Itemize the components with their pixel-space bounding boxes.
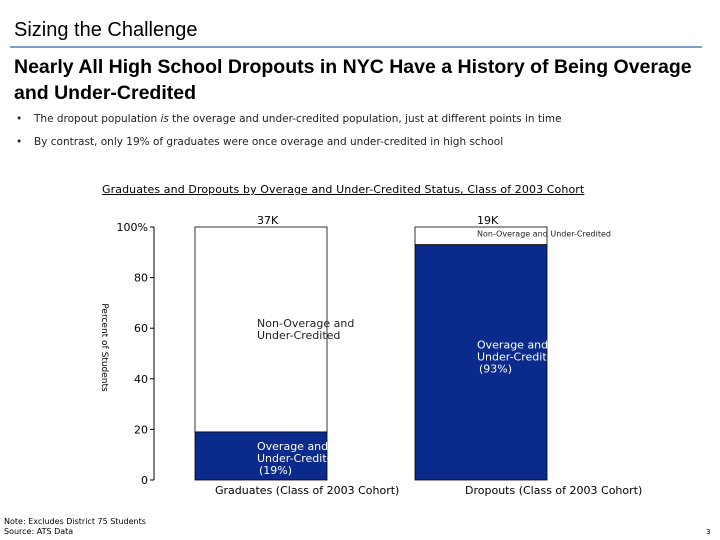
bullet-text-emphasis: is (160, 113, 169, 125)
y-tick-label: 100% (117, 221, 148, 234)
title-rule (10, 46, 702, 48)
segment-label: (19%) (259, 464, 292, 477)
x-category-label: Graduates (Class of 2003 Cohort) (215, 484, 399, 497)
footnote-source: Source: ATS Data (4, 527, 74, 536)
segment-label: Overage and (257, 440, 328, 453)
headline: Nearly All High School Dropouts in NYC H… (14, 56, 692, 104)
y-tick-label: 0 (141, 474, 148, 487)
bullet-item: The dropout population is the overage an… (14, 112, 562, 135)
x-category-label: Dropouts (Class of 2003 Cohort) (465, 484, 642, 497)
chart-title: Graduates and Dropouts by Overage and Un… (102, 183, 585, 196)
bar-segment-overage (194, 431, 328, 481)
bullet-list: The dropout population is the overage an… (14, 112, 562, 158)
bullet-item: By contrast, only 19% of graduates were … (14, 135, 562, 158)
stacked-bar-chart: 0 20 40 60 80 100% Percent of Students 37K Gradu… (99, 214, 642, 497)
section-title: Sizing the Challenge (14, 19, 198, 41)
bullet-text-before: The dropout population (34, 113, 161, 125)
segment-label: Non-Overage and Under-Credited (477, 230, 611, 239)
y-axis-label: Percent of Students (99, 303, 109, 392)
segment-label: (93%) (479, 362, 512, 375)
footnote: Note: Excludes District 75 Students Sour… (4, 517, 146, 537)
segment-label: Non-Overage and (257, 317, 354, 330)
footnote-note: Note: Excludes District 75 Students (4, 517, 146, 526)
bar-total-label: 37K (257, 214, 279, 227)
bar-total-label: 19K (477, 214, 499, 227)
segment-label: Overage and (477, 338, 548, 351)
y-tick-label: 40 (134, 373, 148, 386)
bullet-text-after: the overage and under-credited populatio… (168, 113, 562, 125)
bullet-text: By contrast, only 19% of graduates were … (34, 136, 504, 148)
bar-segment-overage (414, 244, 548, 481)
segment-label: Under-Credited (257, 452, 340, 465)
segment-label: Under-Credited (257, 329, 340, 342)
segment-label: Under-Credited (477, 350, 560, 363)
y-tick-label: 20 (134, 423, 148, 436)
y-tick-label: 80 (134, 272, 148, 285)
page-number: 3 (706, 528, 711, 536)
y-tick-label: 60 (134, 322, 148, 335)
